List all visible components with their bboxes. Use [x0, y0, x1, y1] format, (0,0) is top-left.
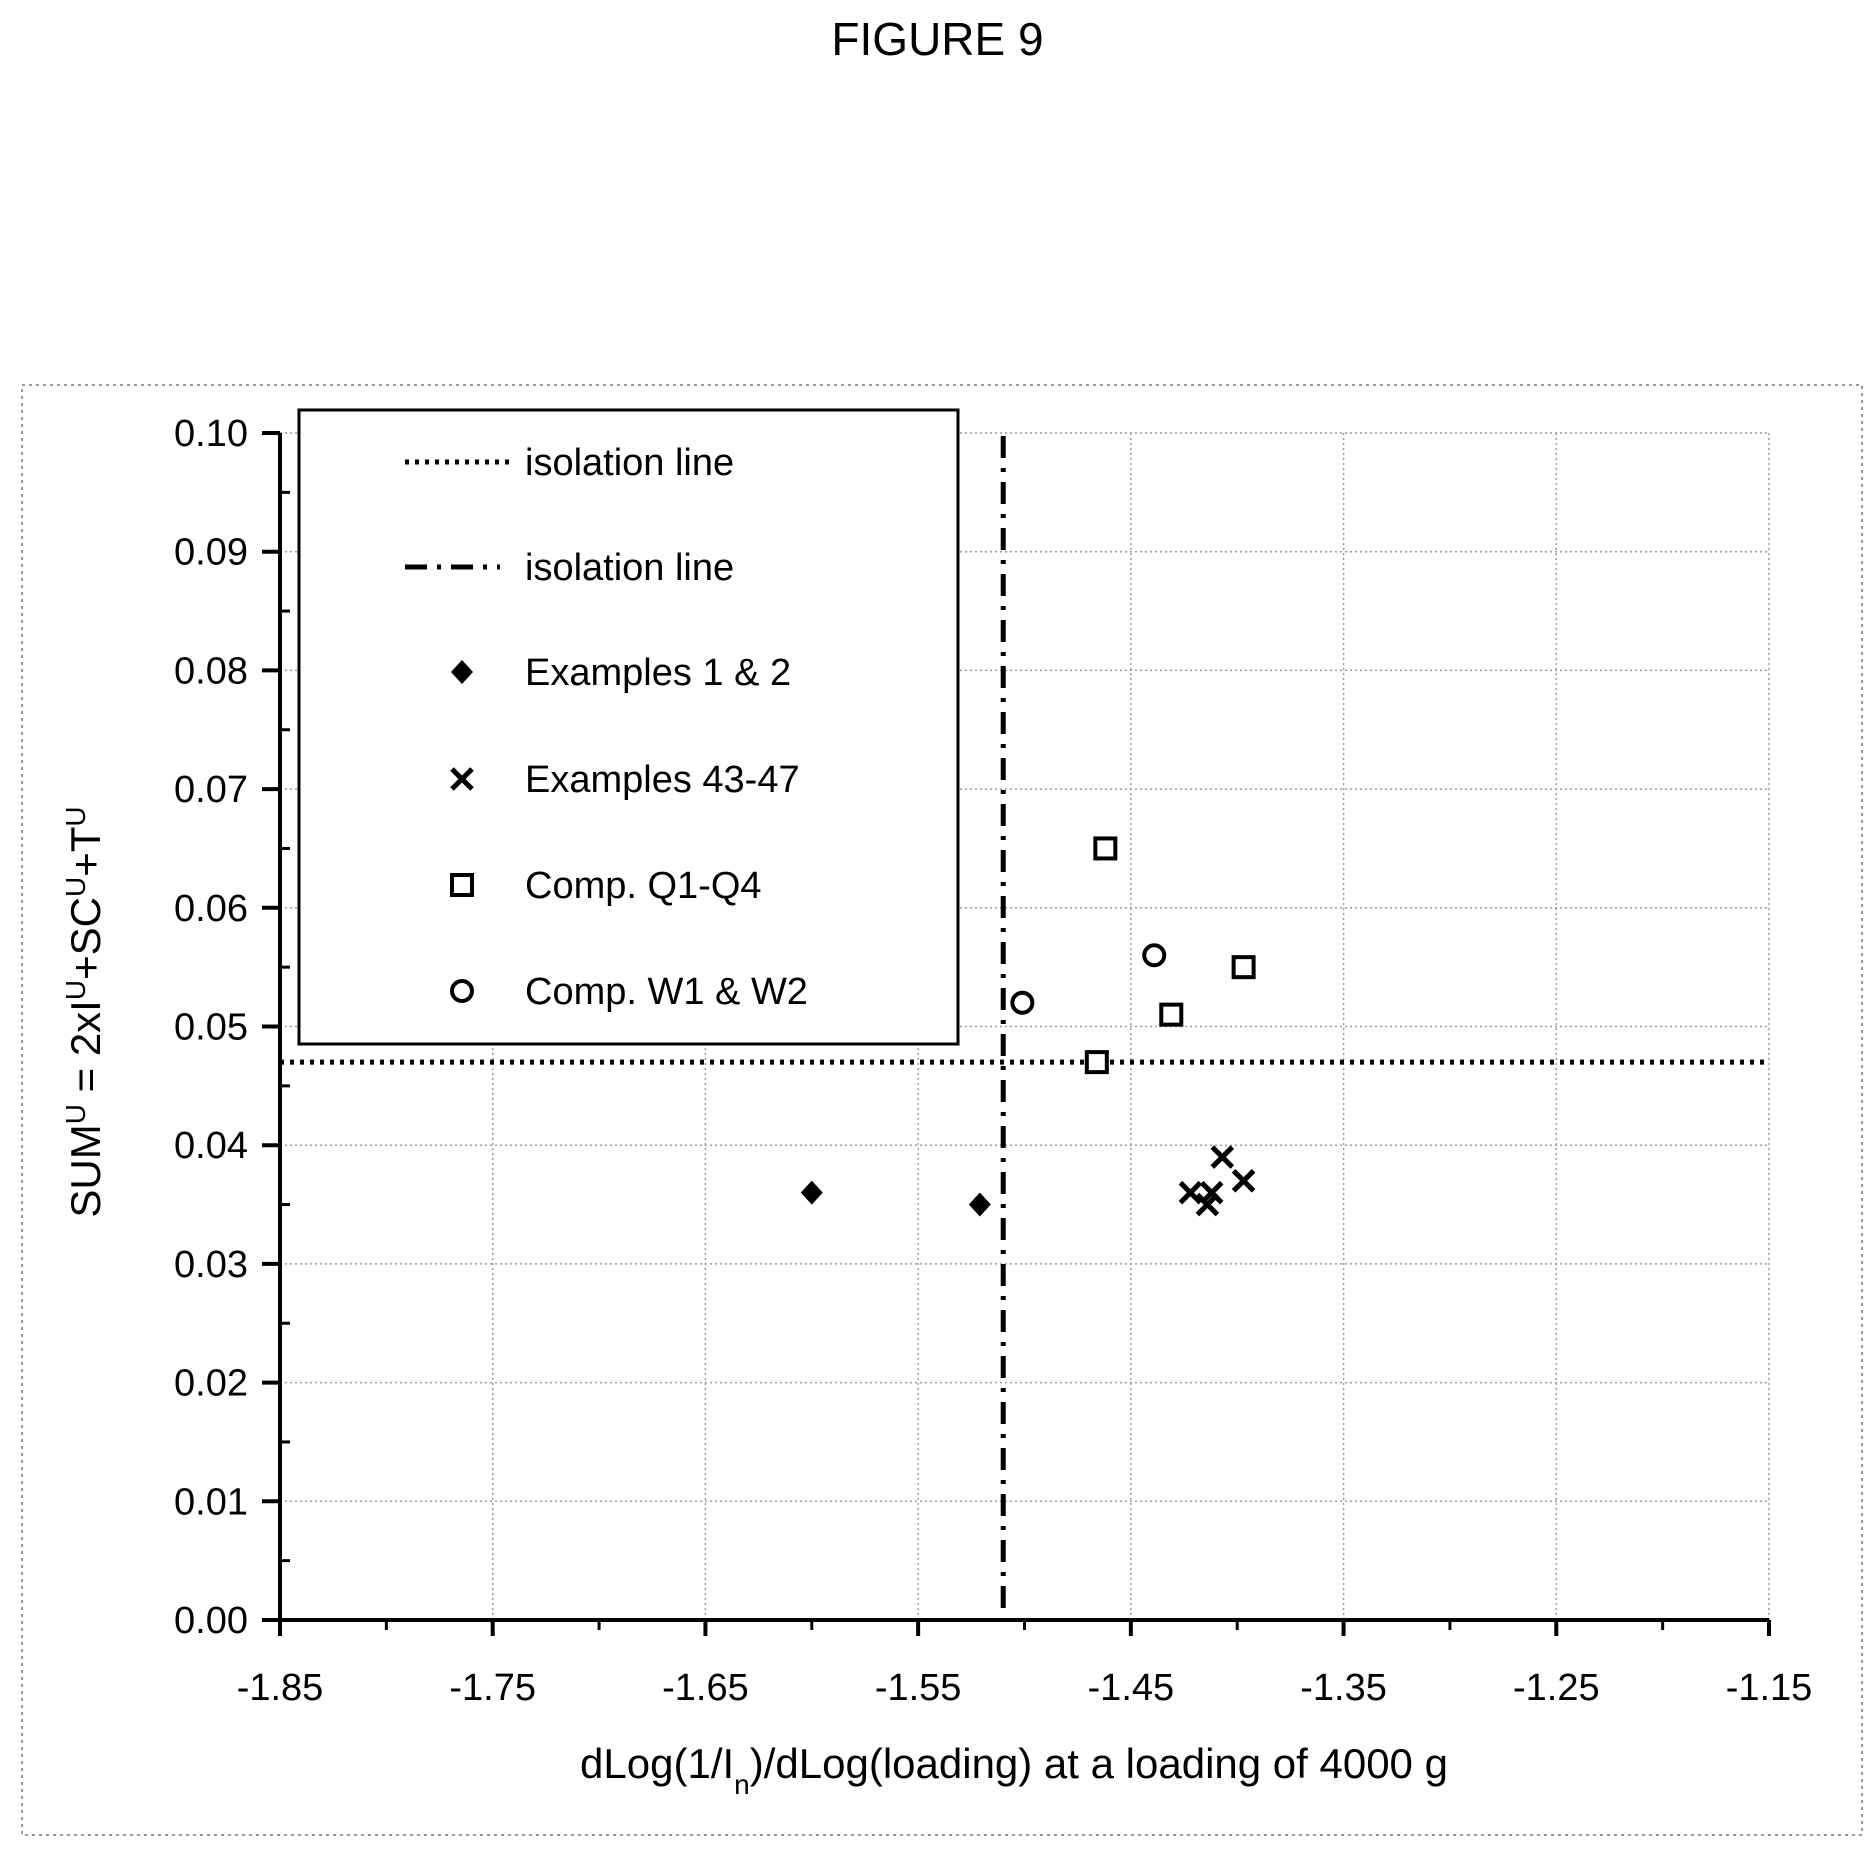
figure-title: FIGURE 9 — [831, 13, 1044, 65]
legend-label: Examples 1 & 2 — [525, 652, 791, 694]
gridlines — [280, 432, 1770, 1620]
svg-text:SUMU = 2xIU+SCU+TU: SUMU = 2xIU+SCU+TU — [60, 806, 110, 1217]
y-tick-label: 0.00 — [174, 1600, 248, 1642]
y-tick-label: 0.07 — [174, 769, 248, 811]
legend-square-point-symbol — [450, 873, 474, 897]
x-tick-label: -1.75 — [449, 1667, 536, 1709]
x-point — [1195, 1192, 1220, 1217]
chart-area-border — [21, 384, 1863, 1836]
x-tick-label: -1.15 — [1726, 1667, 1813, 1709]
x-point — [1210, 1145, 1235, 1169]
y-tick-label: 0.01 — [174, 1481, 248, 1523]
y-axis-title: SUMU = 2xIU+SCU+TU — [60, 806, 110, 1217]
square-point — [1159, 1002, 1184, 1027]
y-tick-label: 0.02 — [174, 1363, 248, 1405]
legend-label: Comp. Q1-Q4 — [525, 865, 762, 907]
y-tick-label: 0.03 — [174, 1244, 248, 1286]
legend-label: isolation line — [525, 547, 734, 589]
x-tick-label: -1.55 — [875, 1667, 962, 1709]
x-axis-title: dLog(1/In)/dLog(loading) at a loading of… — [580, 1740, 1448, 1800]
x-tick-label: -1.65 — [662, 1667, 749, 1709]
circle-point — [1142, 943, 1167, 968]
y-tick-label: 0.04 — [174, 1125, 248, 1167]
legend-diamond-point-symbol — [451, 660, 473, 684]
x-point — [1178, 1180, 1203, 1205]
square-point — [1093, 836, 1118, 861]
diamond-point — [800, 1180, 823, 1205]
square-point — [1084, 1050, 1109, 1075]
legend-label: Comp. W1 & W2 — [525, 971, 808, 1013]
legend: isolation line isolation line Examples 1 &… — [297, 408, 960, 1046]
circle-point — [1010, 990, 1035, 1015]
y-tick-label: 0.09 — [174, 532, 248, 574]
data-points — [800, 836, 1256, 1217]
legend-circle-point-symbol — [450, 979, 474, 1003]
reference-lines — [280, 436, 1769, 1620]
x-tick-label: -1.25 — [1513, 1667, 1600, 1709]
x-point — [1231, 1169, 1256, 1193]
x-tick-label: -1.45 — [1088, 1667, 1175, 1709]
x-tick-label: -1.85 — [237, 1667, 324, 1709]
legend-box — [297, 408, 960, 1046]
x-tick-label: -1.35 — [1300, 1667, 1387, 1709]
legend-x-point-symbol — [450, 767, 474, 791]
tick-labels: -1.85 -1.75 -1.65 -1.55 -1.45 -1.35 -1.25 -1.15… — [174, 413, 1812, 1709]
legend-label: Examples 43-47 — [525, 759, 800, 801]
legend-label: isolation line — [525, 442, 734, 484]
y-tick-label: 0.10 — [174, 413, 248, 455]
y-tick-label: 0.06 — [174, 888, 248, 930]
y-tick-label: 0.05 — [174, 1007, 248, 1049]
diamond-point — [968, 1192, 991, 1217]
square-point — [1231, 955, 1256, 980]
y-tick-label: 0.08 — [174, 650, 248, 692]
axes — [262, 431, 1771, 1636]
